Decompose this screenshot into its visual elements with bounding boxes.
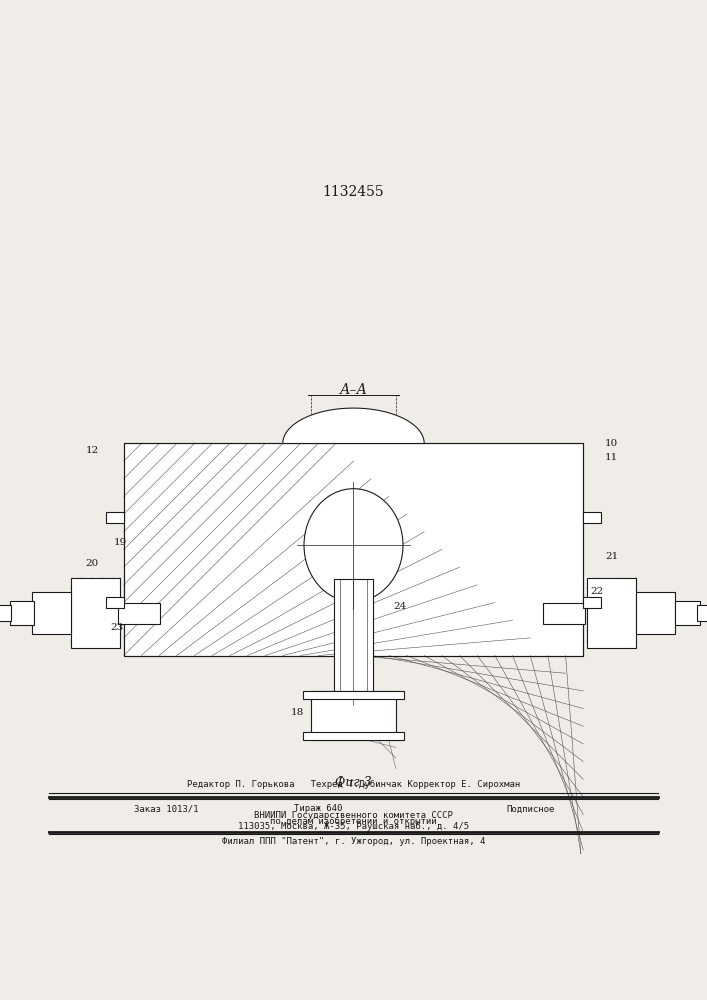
- Text: 11: 11: [605, 453, 618, 462]
- Bar: [697, 605, 707, 621]
- Text: по делам изобретений и открытий: по делам изобретений и открытий: [270, 816, 437, 826]
- Text: 19: 19: [114, 538, 127, 547]
- Ellipse shape: [304, 489, 403, 602]
- Text: 113035, Москва, Ж-35, Раушская наб., д. 4/5: 113035, Москва, Ж-35, Раушская наб., д. …: [238, 822, 469, 831]
- Bar: [636, 592, 675, 634]
- Text: А–А: А–А: [339, 383, 368, 397]
- Bar: [71, 578, 120, 648]
- Bar: [543, 603, 585, 624]
- Polygon shape: [283, 408, 424, 443]
- Bar: [303, 691, 404, 699]
- Text: 12: 12: [86, 446, 98, 455]
- Text: 23: 23: [110, 623, 123, 632]
- Text: 10: 10: [605, 439, 618, 448]
- Text: 22: 22: [591, 587, 604, 596]
- Text: ВНИИПИ Государственного комитета СССР: ВНИИПИ Государственного комитета СССР: [254, 811, 453, 820]
- Bar: [334, 579, 373, 705]
- Bar: [118, 603, 160, 624]
- Text: Подписное: Подписное: [506, 804, 554, 813]
- Bar: [106, 512, 124, 523]
- Bar: [9, 601, 34, 625]
- Text: 18: 18: [291, 708, 303, 717]
- Bar: [311, 691, 396, 740]
- Text: 1132455: 1132455: [322, 185, 385, 199]
- Text: 20: 20: [86, 559, 98, 568]
- Bar: [124, 443, 583, 656]
- Text: Филиал ППП "Патент", г. Ужгород, ул. Проектная, 4: Филиал ППП "Патент", г. Ужгород, ул. Про…: [222, 837, 485, 846]
- Text: Редактор П. Горькова   Техред Т.Дубинчак Корректор Е. Сирохман: Редактор П. Горькова Техред Т.Дубинчак К…: [187, 780, 520, 789]
- Bar: [303, 732, 404, 740]
- Bar: [583, 512, 601, 523]
- Bar: [124, 443, 583, 656]
- Text: Заказ 1013/1: Заказ 1013/1: [134, 804, 199, 813]
- Text: 24: 24: [393, 602, 406, 611]
- Text: Тираж 640: Тираж 640: [294, 804, 342, 813]
- Bar: [587, 578, 636, 648]
- Bar: [0, 605, 11, 621]
- Bar: [106, 597, 124, 608]
- Text: Фиг 3: Фиг 3: [335, 776, 372, 789]
- Text: 21: 21: [605, 552, 618, 561]
- Bar: [32, 592, 71, 634]
- Bar: [583, 597, 601, 608]
- Bar: [675, 601, 700, 625]
